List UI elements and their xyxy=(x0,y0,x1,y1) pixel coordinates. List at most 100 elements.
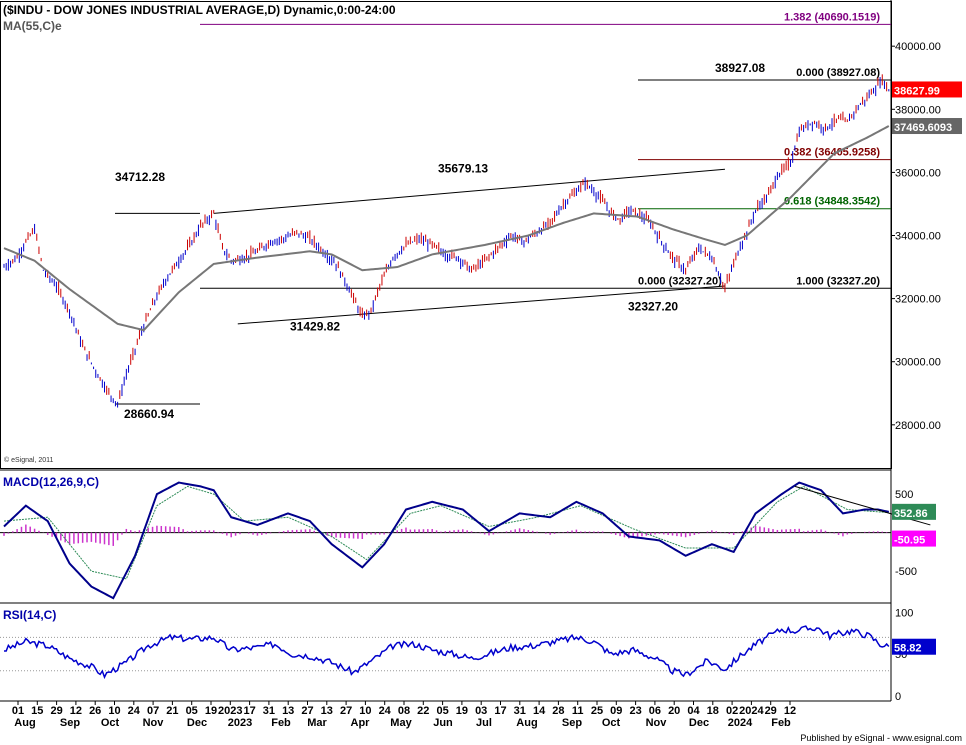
x-tick-label: 18 xyxy=(707,705,719,717)
x-month-label: Dec xyxy=(689,717,709,729)
price-annotation: 32327.20 xyxy=(628,299,678,313)
fib-level-label: 1.000 (32327.20) xyxy=(796,275,880,287)
x-tick-label: 05 xyxy=(436,705,448,717)
x-tick-label: 24 xyxy=(128,705,141,717)
x-tick-label: 22 xyxy=(417,705,429,717)
x-tick-label: 03 xyxy=(475,705,487,717)
chart-title: ($INDU - DOW JONES INDUSTRIAL AVERAGE,D)… xyxy=(3,3,396,17)
price-tick-label: 30000.00 xyxy=(895,357,941,369)
macd-title: MACD(12,26,9,C) xyxy=(3,475,100,489)
rsi-value-badge xyxy=(892,638,936,655)
x-tick-label: 11 xyxy=(572,705,584,717)
x-tick-label: 07 xyxy=(147,705,159,717)
x-month-label: Feb xyxy=(271,717,291,729)
x-month-label: Dec xyxy=(187,717,207,729)
fib-low-label: 0.000 (32327.20) xyxy=(638,275,722,287)
x-month-label: Sep xyxy=(562,717,582,729)
fib-level-label: 0.618 (34848.3542) xyxy=(784,196,880,208)
ma-value-badge xyxy=(892,118,962,135)
x-month-label: Nov xyxy=(646,717,668,729)
x-tick-label: 12 xyxy=(70,705,82,717)
macd-tick-label: -500 xyxy=(895,566,917,578)
price-annotation: 35679.13 xyxy=(438,162,488,176)
x-tick-label: 12 xyxy=(784,705,796,717)
x-month-label: Sep xyxy=(60,717,80,729)
x-tick-label: 10 xyxy=(359,705,371,717)
ma-label: MA(55,C)e xyxy=(3,19,62,33)
ma-line xyxy=(3,125,890,332)
x-tick-label: 01 xyxy=(12,705,24,717)
price-tick-label: 28000.00 xyxy=(895,420,941,432)
rsi-line xyxy=(3,625,890,680)
x-tick-label: 05 xyxy=(186,705,198,717)
macd-line xyxy=(3,481,890,600)
x-tick-label: 06 xyxy=(649,705,661,717)
trend-line-upper-channel xyxy=(213,168,726,214)
x-tick-label: 23 xyxy=(629,705,641,717)
x-tick-label: 17 xyxy=(494,705,506,717)
x-month-label: Oct xyxy=(101,717,120,729)
rsi-tick-label: 100 xyxy=(895,607,913,619)
x-tick-label: 24 xyxy=(379,705,392,717)
x-month-label: May xyxy=(390,717,412,729)
x-tick-label: 25 xyxy=(591,705,603,717)
rsi-tick-label: 0 xyxy=(895,691,901,703)
x-month-label: Aug xyxy=(516,717,537,729)
price-tick-label: 40000.00 xyxy=(895,41,941,53)
x-month-label: Jun xyxy=(433,717,453,729)
x-tick-label: 27 xyxy=(340,705,352,717)
x-tick-label: 20 xyxy=(668,705,680,717)
price-tick-label: 36000.00 xyxy=(895,167,941,179)
rsi-title: RSI(14,C) xyxy=(3,608,57,622)
fib-level-label: 1.382 (40690.1519) xyxy=(784,11,880,23)
macd-value-label: 352.86 xyxy=(894,508,928,520)
x-tick-label: 31 xyxy=(514,705,526,717)
price-tick-label: 34000.00 xyxy=(895,231,941,243)
x-tick-label: 19 xyxy=(456,705,468,717)
x-month-label: Nov xyxy=(143,717,165,729)
x-tick-label: 09 xyxy=(610,705,622,717)
fib-level-label: 0.000 (38927.08) xyxy=(796,67,880,79)
x-month-label: Feb xyxy=(771,717,791,729)
x-tick-label: 2024 xyxy=(739,705,764,717)
price-annotation: 38927.08 xyxy=(715,61,765,75)
x-tick-label: 17 xyxy=(243,705,255,717)
price-annotation: 34712.28 xyxy=(115,170,165,184)
x-month-label: 2024 xyxy=(728,717,753,729)
x-tick-label: 02 xyxy=(726,705,738,717)
macd-tick-label: 500 xyxy=(895,489,913,501)
x-tick-label: 15 xyxy=(31,705,43,717)
x-month-label: Jul xyxy=(476,717,492,729)
footer: Published by eSignal - www.esignal.com xyxy=(800,733,962,743)
x-tick-label: 31 xyxy=(263,705,275,717)
x-month-label: Oct xyxy=(602,717,621,729)
macd-value-badge xyxy=(892,503,936,520)
x-month-label: Apr xyxy=(351,717,371,729)
x-month-label: 2023 xyxy=(228,717,252,729)
price-annotation: 31429.82 xyxy=(290,320,340,334)
price-tick-label: 32000.00 xyxy=(895,294,941,306)
rsi-value-label: 58.82 xyxy=(894,643,922,655)
x-tick-label: 21 xyxy=(166,705,178,717)
x-tick-label: 2023 xyxy=(218,705,242,717)
copyright: © eSignal, 2011 xyxy=(4,457,54,464)
x-tick-label: 28 xyxy=(552,705,564,717)
macd-hist-badge xyxy=(892,530,936,547)
x-tick-label: 13 xyxy=(321,705,333,717)
macd-hist-label: -50.95 xyxy=(894,535,925,547)
x-tick-label: 14 xyxy=(533,705,546,717)
x-tick-label: 29 xyxy=(50,705,62,717)
last-price-badge xyxy=(892,81,962,98)
price-tick-label: 38000.00 xyxy=(895,104,941,116)
x-tick-label: 29 xyxy=(765,705,777,717)
x-tick-label: 19 xyxy=(205,705,217,717)
x-tick-label: 26 xyxy=(89,705,101,717)
x-tick-label: 04 xyxy=(687,705,700,717)
x-tick-label: 27 xyxy=(301,705,313,717)
x-month-label: Mar xyxy=(307,717,327,729)
price-annotation: 28660.94 xyxy=(124,407,174,421)
x-tick-label: 10 xyxy=(108,705,120,717)
fib-level-label: 0.382 (36405.9258) xyxy=(784,147,880,159)
x-month-label: Aug xyxy=(14,717,35,729)
